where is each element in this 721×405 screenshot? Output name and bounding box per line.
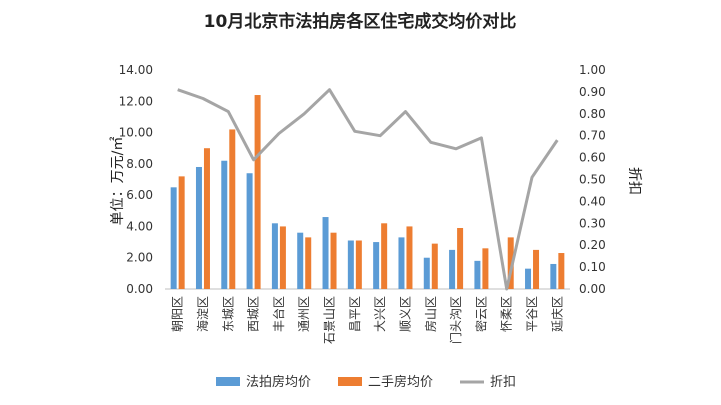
category-label: 房山区 [423,296,438,332]
category-label: 丰台区 [271,296,286,332]
y2-tick-label: 0.90 [579,85,606,99]
bar-resale-price [203,148,210,289]
y-tick-label: 12.00 [119,94,153,108]
category-label: 密云区 [473,296,488,332]
bar-resale-price [558,253,565,289]
y2-axis-ticks: 0.00 0.10 0.20 0.30 0.40 0.50 0.60 0.70 0.80 0.90… [579,63,606,296]
y-tick-label: 14.00 [119,63,153,77]
bar-auction-price [474,260,481,289]
y-tick-label: 2.00 [126,251,153,265]
category-label: 门头沟区 [448,296,463,344]
y-tick-label: 10.00 [119,126,153,140]
y-tick-label: 4.00 [126,219,153,233]
bar-auction-price [322,217,329,289]
category-label: 朝阳区 [171,296,185,332]
discount-line-series [177,88,559,291]
y2-tick-label: 1.00 [579,63,606,77]
y-axis-ticks: 0.00 2.00 4.00 6.00 8.00 10.00 12.00 14.00 [119,63,153,296]
category-label: 昌平区 [348,296,362,332]
category-label: 延庆区 [550,296,564,332]
y2-tick-label: 0.50 [579,173,606,187]
bar-resale-price [457,227,464,289]
y2-tick-label: 0.10 [579,260,606,274]
legend-label-discount: 折扣 [490,375,516,390]
bar-resale-price [355,240,362,289]
category-label: 平谷区 [525,296,539,332]
category-labels: 朝阳区 海淀区 东城区 西城区 丰台区 通州区 石景山区 昌平区 大兴区 顺义区 房山区 门头沟区 密云… [171,296,565,344]
y-tick-label: 6.00 [126,188,153,202]
bar-resale-price [279,226,286,289]
legend-swatch-auction-price [216,377,240,386]
category-label: 顺义区 [399,296,413,332]
bar-resale-price [406,226,413,289]
y2-axis-title: 折扣 [626,167,642,195]
y-tick-label: 0.00 [126,282,153,296]
bar-auction-price [449,249,456,289]
category-label: 怀柔区 [500,296,514,332]
y2-tick-label: 0.80 [579,107,606,121]
legend-label-resale-price: 二手房均价 [368,374,433,390]
bar-auction-price [170,187,177,289]
bar-auction-price [525,268,532,289]
bar-auction-price [373,242,380,289]
bar-auction-price [347,240,354,289]
category-label: 大兴区 [373,296,387,332]
y-tick-label: 8.00 [126,157,153,171]
bar-resale-price [305,237,312,289]
bar-auction-price [271,223,278,289]
bar-auction-price [195,166,202,289]
bar-auction-price [550,263,557,289]
y2-tick-label: 0.40 [579,194,606,208]
bar-auction-price [221,160,228,289]
bar-resale-price [381,223,388,289]
chart-title: 10月北京市法拍房各区住宅成交均价对比 [204,11,517,32]
bar-resale-price [178,176,185,289]
bar-resale-price [330,232,337,289]
bar-series [170,95,565,290]
legend: 法拍房均价 二手房均价 折扣 [216,374,516,390]
category-label: 石景山区 [323,296,337,344]
y2-tick-label: 0.70 [579,129,606,143]
y2-tick-label: 0.00 [579,282,606,296]
category-label: 东城区 [221,296,235,332]
bar-resale-price [229,129,236,289]
bar-auction-price [297,232,304,289]
discount-line [177,88,559,291]
y-axis-title: 单位：万元/㎡ [110,137,126,226]
bar-resale-price [431,243,438,289]
legend-swatch-resale-price [338,377,362,386]
legend-label-auction-price: 法拍房均价 [246,374,311,390]
bar-auction-price [423,257,430,289]
bar-resale-price [533,249,540,289]
bar-auction-price [246,173,253,289]
category-label: 海淀区 [195,296,210,332]
bar-resale-price [482,248,489,289]
y2-tick-label: 0.60 [579,151,606,165]
category-label: 通州区 [297,296,311,332]
y2-tick-label: 0.30 [579,216,606,230]
category-label: 西城区 [247,296,261,332]
y2-tick-label: 0.20 [579,238,606,252]
bar-resale-price [254,95,261,290]
bar-auction-price [398,237,405,289]
bar-resale-price [507,237,514,289]
